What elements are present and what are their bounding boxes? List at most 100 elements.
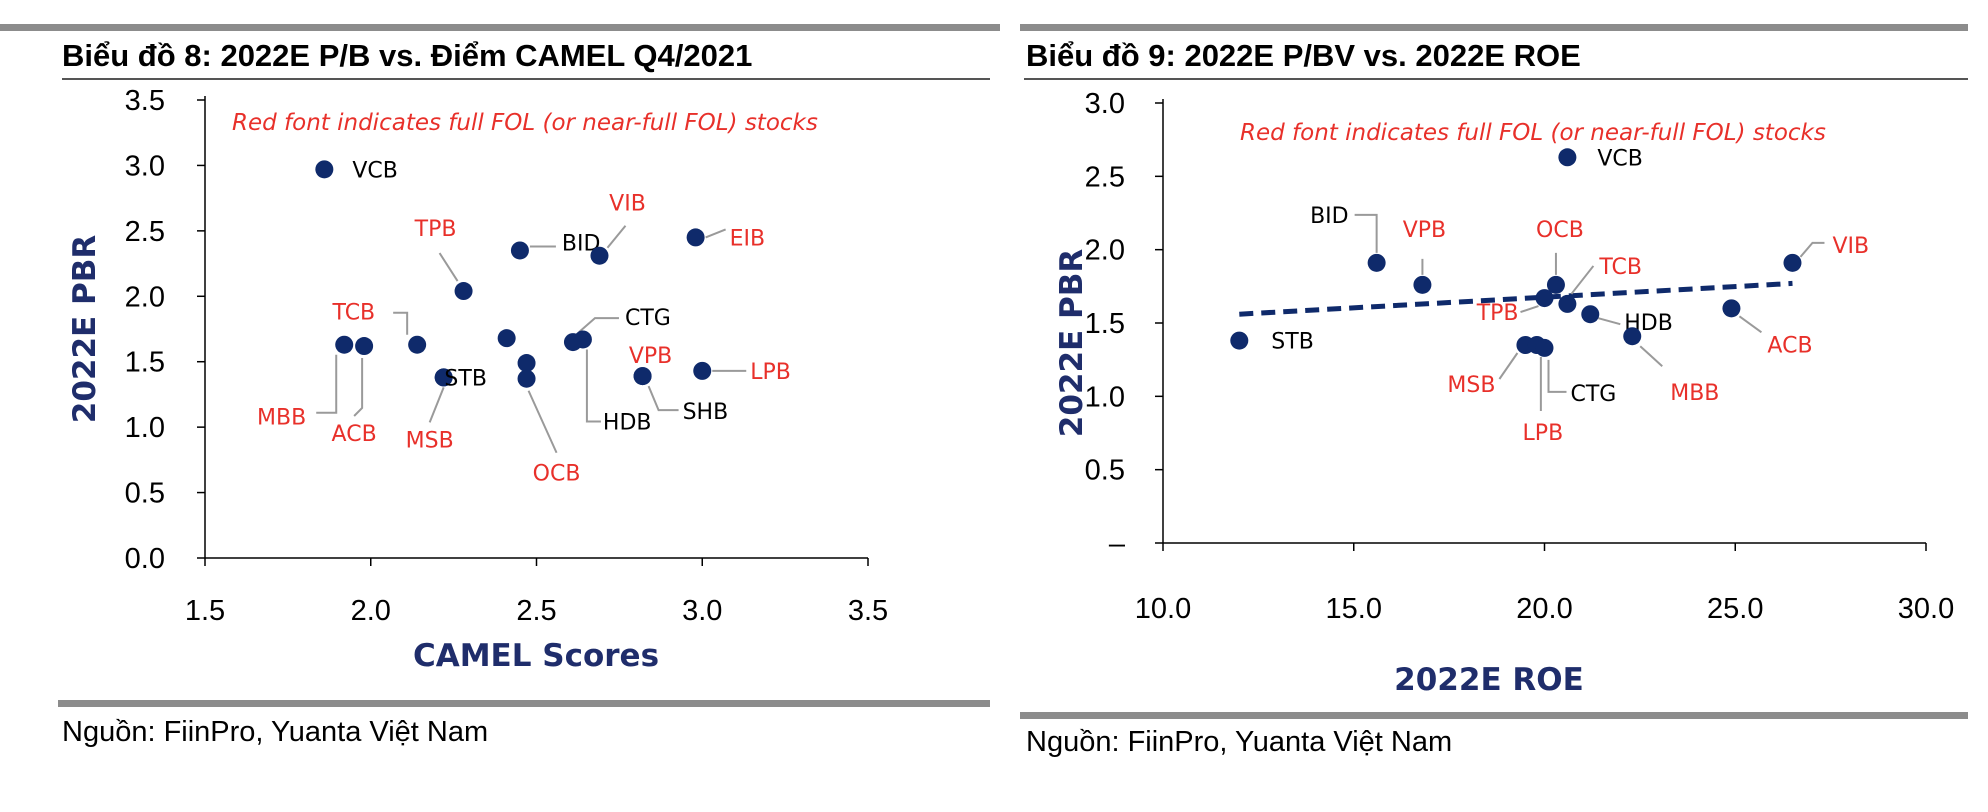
point-label: MSB [406,428,454,453]
data-point [1558,148,1577,167]
scatter-chart-roe: 10.0 15.0 20.0 25.0 30.0 – 0.5 1.0 1.5 2.0 2.5 3.0 2… [1054,88,1954,698]
point-label: MSB [1447,373,1495,398]
leader-line [393,311,409,335]
point-label: SHB [683,400,729,425]
leader-line [527,390,558,454]
leader-line [1738,315,1763,334]
fol-note: Red font indicates full FOL (or near-ful… [1240,120,1826,146]
y-tick-label: 1.0 [125,412,165,444]
y-tick-label: 2.0 [125,281,165,313]
point-label: MBB [1670,381,1719,406]
point-label: ACB [332,422,377,447]
data-point [1230,331,1249,350]
data-point [1558,294,1577,313]
data-point [517,354,536,373]
point-label: CTG [625,306,671,331]
top-rule [1020,24,1968,31]
data-point [1367,253,1386,272]
leader-line [1547,359,1567,393]
data-point [686,228,705,247]
point-label: ACB [1767,333,1812,358]
chart-panel-left: Biểu đồ 8: 2022E P/B vs. Điểm CAMEL Q4/2… [0,24,1000,748]
y-tick-label: 1.5 [125,347,165,379]
y-tick-label: 2.5 [125,216,165,248]
data-point [573,330,592,349]
point-label: VCB [1597,146,1643,171]
data-point [1535,289,1554,308]
bottom-rule [1020,712,1968,719]
data-point [408,335,427,354]
x-tick-label: 10.0 [1135,593,1191,625]
x-tick-label: 25.0 [1707,593,1763,625]
leader-line [1354,213,1378,253]
leader-line [1639,345,1663,367]
point-label: TCB [1598,255,1642,280]
y-tick-label: – [1109,528,1126,560]
leader-line [1799,241,1825,258]
title-divider [62,78,990,80]
x-tick-label: 30.0 [1898,593,1954,625]
data-point [315,160,334,179]
point-label: TCB [332,301,376,326]
leader-line [316,354,338,414]
data-point [693,361,712,380]
x-tick-label: 20.0 [1516,593,1572,625]
point-label: HDB [603,410,652,435]
point-label: VPB [1403,218,1446,243]
y-tick-label: 1.5 [1085,308,1125,340]
point-label: EIB [730,226,765,251]
data-point [633,367,652,386]
point-label: TPB [1476,301,1519,326]
source-note: Nguồn: FiinPro, Yuanta Việt Nam [62,716,489,748]
y-tick-label: 1.0 [1085,381,1125,413]
leader-line [705,228,726,239]
leader-line [438,252,459,282]
data-point [497,329,516,348]
bottom-rule [58,700,990,707]
title-divider [1024,78,1968,80]
data-point [1535,338,1554,357]
leader-line [1570,265,1595,295]
y-tick-label: 0.0 [125,543,165,575]
data-point [510,241,529,260]
x-tick-label: 2.0 [351,595,391,627]
data-point [590,246,609,265]
point-label: VIB [609,192,646,217]
chart-panel-right: Biểu đồ 9: 2022E P/BV vs. 2022E ROE 10.0… [1020,0,1988,812]
leader-line [428,387,445,423]
point-label: CTG [1571,382,1617,407]
point-label: BID [1310,204,1349,229]
leader-line [1598,317,1621,326]
point-label: VPB [629,344,672,369]
leader-line [647,385,679,412]
y-tick-label: 3.0 [125,150,165,182]
y-axis-title: 2022E PBR [67,235,103,424]
chart-title: Biểu đồ 9: 2022E P/BV vs. 2022E ROE [1026,38,1581,73]
data-point [1623,327,1642,346]
x-tick-label: 3.5 [848,595,888,627]
point-label: VCB [352,158,398,183]
data-point [434,368,453,387]
y-tick-label: 2.5 [1085,161,1125,193]
leader-line [1520,305,1539,314]
data-point [1581,305,1600,324]
point-label: LPB [750,360,791,385]
data-point [355,337,374,356]
x-axis-title: 2022E ROE [1394,662,1584,698]
x-axis-title: CAMEL Scores [413,638,659,674]
data-point [1783,253,1802,272]
chart-title: Biểu đồ 8: 2022E P/B vs. Điểm CAMEL Q4/2… [62,38,753,73]
point-label: OCB [533,462,581,487]
point-label: TPB [414,217,457,242]
x-tick-label: 1.5 [185,595,225,627]
data-point [335,335,354,354]
point-label: VIB [1832,234,1869,259]
point-label: OCB [1536,218,1584,243]
y-tick-label: 2.0 [1085,235,1125,267]
x-tick-label: 15.0 [1326,593,1382,625]
fol-note: Red font indicates full FOL (or near-ful… [232,110,818,136]
y-axis-title: 2022E PBR [1054,249,1090,438]
y-tick-label: 0.5 [1085,455,1125,487]
leader-line [585,349,601,423]
top-rule [0,24,1000,31]
